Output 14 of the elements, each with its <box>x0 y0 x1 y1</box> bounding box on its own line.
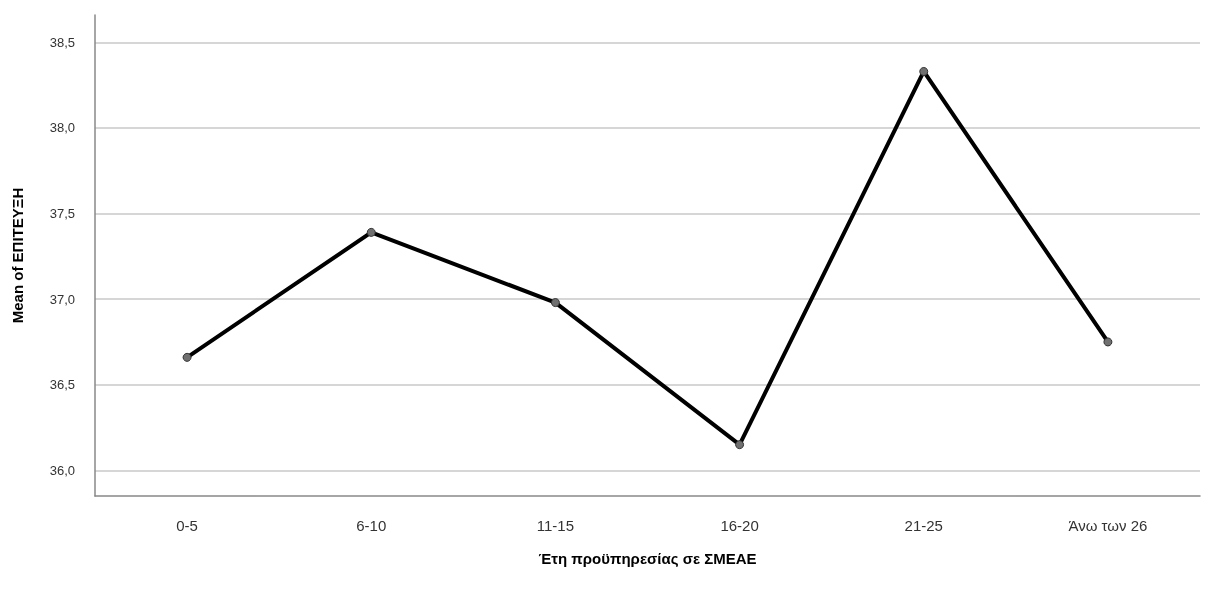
x-tick-label: 21-25 <box>904 517 943 534</box>
y-tick-label: 36,5 <box>49 377 75 393</box>
y-tick-label: 37,5 <box>49 206 75 222</box>
y-tick-label: 37,0 <box>49 291 75 307</box>
y-axis-title: Mean of ΕΠΙΤΕΥΞΗ <box>9 187 26 324</box>
x-axis-title: Έτη προϋπηρεσίας σε ΣΜΕΑΕ <box>538 550 757 567</box>
y-tick-label: 36,0 <box>49 462 75 478</box>
x-tick-label: 6-10 <box>356 517 387 534</box>
x-tick-label: Άνω των 26 <box>1068 517 1148 534</box>
x-tick-label: 16-20 <box>720 517 759 534</box>
x-tick-label: 11-15 <box>536 517 575 534</box>
y-tick-label: 38,0 <box>49 120 75 136</box>
y-tick-label: 38,5 <box>49 34 75 50</box>
x-tick-label: 0-5 <box>176 517 198 534</box>
